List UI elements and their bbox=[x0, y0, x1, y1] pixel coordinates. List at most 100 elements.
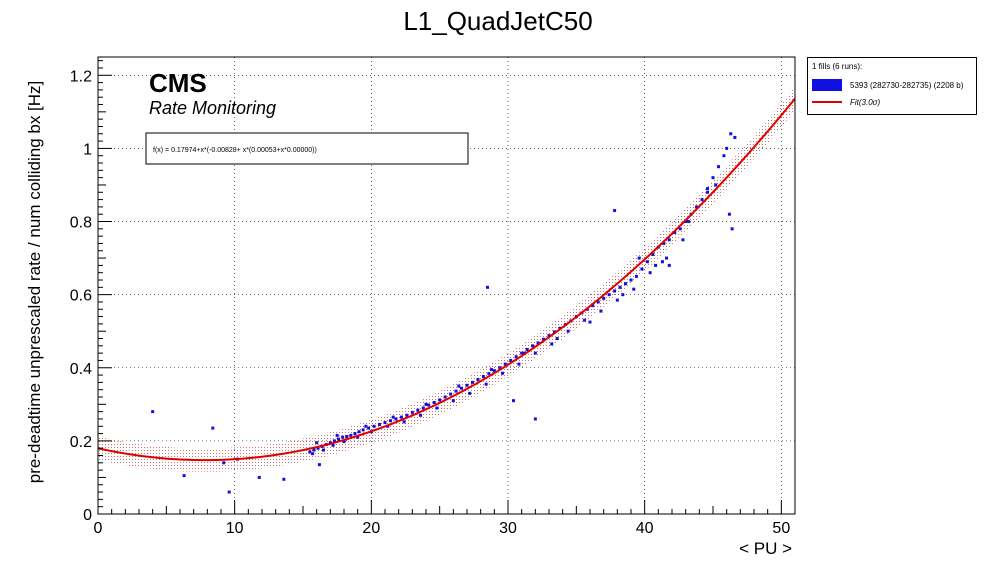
data-point bbox=[520, 351, 524, 355]
data-point bbox=[449, 392, 453, 396]
data-point bbox=[227, 490, 231, 494]
data-point bbox=[315, 441, 319, 445]
data-point bbox=[257, 475, 261, 479]
data-point bbox=[531, 344, 535, 348]
data-point bbox=[648, 271, 652, 275]
data-point bbox=[525, 347, 529, 351]
data-point bbox=[356, 435, 360, 439]
data-point bbox=[443, 395, 447, 399]
data-point bbox=[503, 362, 507, 366]
fit-formula: f(x) = 0.17974+x*(-0.00828+ x*(0.00053+x… bbox=[153, 147, 317, 154]
fit-formula-box bbox=[145, 132, 469, 165]
data-point bbox=[667, 263, 671, 267]
data-point bbox=[509, 358, 513, 362]
grid-lines bbox=[98, 57, 795, 514]
legend-item-data: 5393 (282730-282735) (2208 b) bbox=[812, 78, 963, 92]
legend: 1 fills (6 runs): 5393 (282730-282735) (… bbox=[807, 57, 977, 115]
data-point bbox=[432, 400, 436, 404]
legend-label: Fit(3.0σ) bbox=[850, 97, 881, 107]
data-point bbox=[367, 426, 371, 430]
data-point bbox=[332, 439, 336, 443]
data-point bbox=[591, 304, 595, 308]
data-point bbox=[345, 434, 349, 438]
data-point bbox=[729, 132, 733, 136]
data-point bbox=[490, 368, 494, 372]
data-point bbox=[651, 252, 655, 256]
data-point bbox=[460, 386, 464, 390]
data-point bbox=[383, 421, 387, 425]
data-point bbox=[583, 318, 587, 322]
y-tick-label: 0.8 bbox=[70, 215, 92, 232]
x-tick-label: 0 bbox=[94, 520, 103, 537]
data-points bbox=[151, 132, 737, 494]
data-point bbox=[481, 375, 485, 379]
cms-sublabel: Rate Monitoring bbox=[149, 98, 276, 118]
data-point bbox=[361, 428, 365, 432]
data-point bbox=[632, 287, 636, 291]
x-axis-label: < PU > bbox=[739, 539, 792, 558]
data-point bbox=[514, 355, 518, 359]
data-point bbox=[476, 377, 480, 381]
fit-confidence-band bbox=[98, 86, 795, 472]
data-point bbox=[533, 351, 537, 355]
data-point bbox=[725, 146, 729, 150]
data-point bbox=[424, 402, 428, 406]
data-point bbox=[714, 183, 718, 187]
data-point bbox=[470, 380, 474, 384]
data-point bbox=[678, 227, 682, 231]
data-point bbox=[599, 309, 603, 313]
data-point bbox=[328, 441, 332, 445]
data-point bbox=[665, 256, 669, 260]
data-point bbox=[388, 419, 392, 423]
data-point bbox=[182, 474, 186, 478]
data-point bbox=[419, 413, 423, 417]
data-point bbox=[151, 410, 155, 414]
cms-label: CMS bbox=[149, 68, 207, 98]
data-point bbox=[542, 337, 546, 341]
data-point bbox=[662, 241, 666, 245]
data-point bbox=[634, 274, 638, 278]
data-point bbox=[730, 227, 734, 231]
data-point bbox=[654, 263, 658, 267]
data-point bbox=[399, 415, 403, 419]
data-point bbox=[695, 205, 699, 209]
data-point bbox=[454, 389, 458, 393]
data-point bbox=[402, 420, 406, 424]
data-point bbox=[552, 330, 556, 334]
data-point bbox=[427, 403, 431, 407]
data-point bbox=[613, 209, 617, 213]
data-point bbox=[405, 413, 409, 417]
data-point bbox=[317, 463, 321, 467]
data-point bbox=[282, 477, 286, 481]
data-point bbox=[468, 391, 472, 395]
data-point bbox=[341, 435, 345, 439]
data-point bbox=[681, 238, 685, 242]
data-point bbox=[673, 230, 677, 234]
x-tick-label: 30 bbox=[499, 520, 517, 537]
data-point bbox=[645, 260, 649, 264]
data-point bbox=[335, 433, 339, 437]
data-point bbox=[438, 398, 442, 402]
legend-swatch-box bbox=[812, 79, 842, 91]
data-point bbox=[484, 382, 488, 386]
data-point bbox=[550, 342, 554, 346]
data-point bbox=[394, 417, 398, 421]
data-point bbox=[722, 154, 726, 158]
data-point bbox=[364, 424, 368, 428]
y-axis-label: pre-deadtime unprescaled rate / num coll… bbox=[25, 81, 44, 484]
data-point bbox=[629, 278, 633, 282]
fit-curve bbox=[97, 98, 796, 462]
data-point bbox=[486, 285, 489, 289]
data-point bbox=[416, 408, 420, 412]
data-point bbox=[727, 212, 731, 216]
data-point bbox=[435, 406, 439, 410]
data-point bbox=[706, 190, 710, 194]
fit-curve-line bbox=[97, 98, 796, 462]
data-point bbox=[686, 220, 690, 224]
data-point bbox=[501, 371, 505, 375]
data-point bbox=[331, 443, 335, 447]
y-tick-label: 1.2 bbox=[70, 68, 92, 85]
x-tick-label: 10 bbox=[226, 520, 244, 537]
data-point bbox=[711, 176, 715, 180]
data-point bbox=[342, 440, 346, 444]
